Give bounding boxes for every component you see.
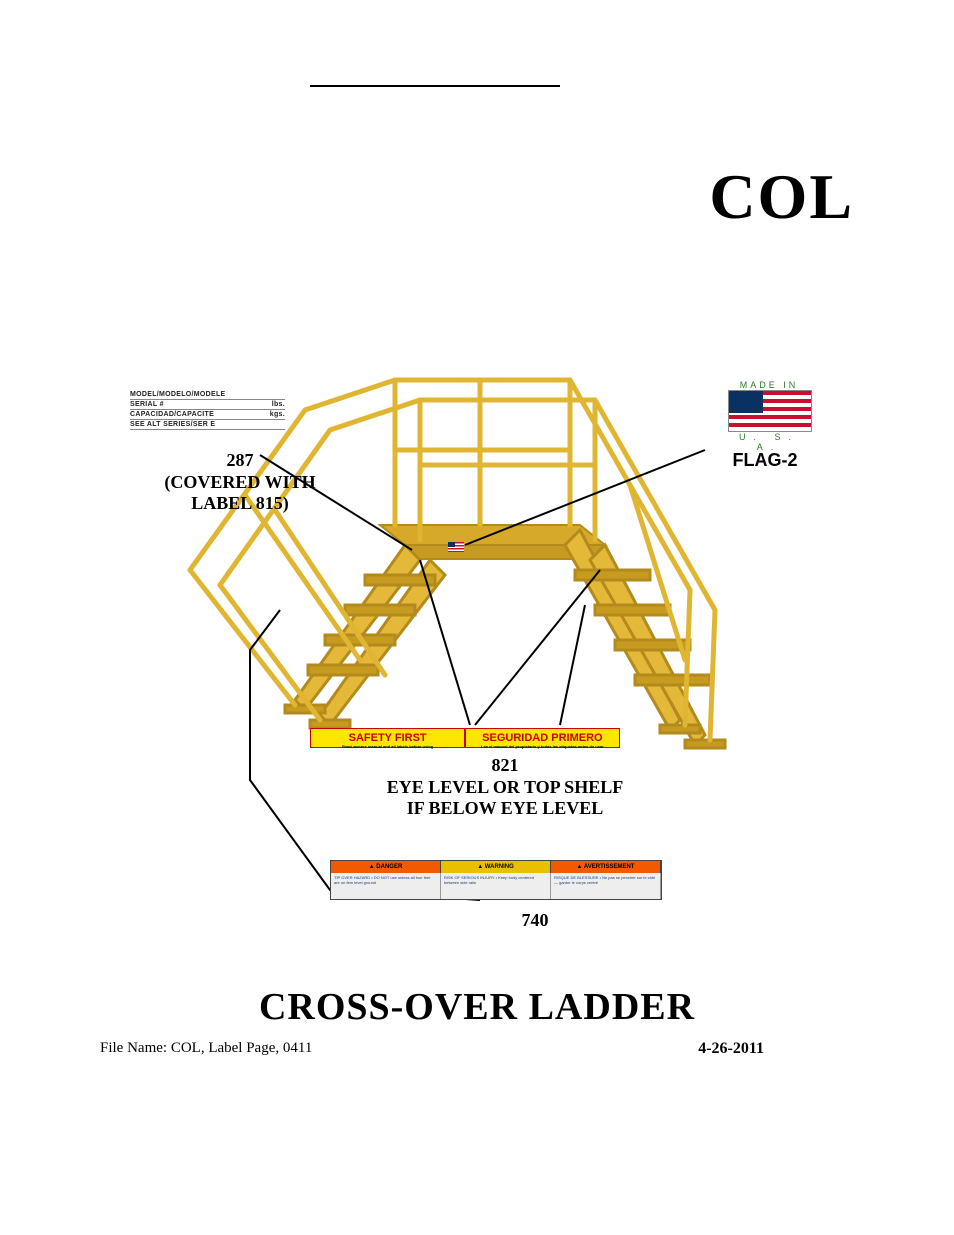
us-flag-icon: [728, 390, 812, 432]
heading-col: COL: [709, 160, 854, 234]
callout-821-num: 821: [380, 755, 630, 777]
ladder-diagram: [130, 360, 820, 940]
callout-287-num: 287: [160, 450, 320, 472]
page: COL: [0, 0, 954, 1235]
callout-287-line2: LABEL 815): [191, 493, 289, 513]
warn-h1: ▲ DANGER: [331, 861, 441, 873]
figure: MODEL/MODELO/MODELE SERIAL # lbs. CAPACID…: [130, 360, 820, 940]
model-row2b: lbs.: [272, 401, 285, 408]
callout-740: 740: [490, 910, 580, 932]
callout-287: 287 (COVERED WITH LABEL 815): [160, 450, 320, 515]
warn-b2: RISK OF SERIOUS INJURY • Keep body cente…: [441, 873, 551, 899]
bottom-title: CROSS-OVER LADDER: [0, 985, 954, 1029]
safety-right: SEGURIDAD PRIMERO: [482, 732, 602, 744]
warn-b1: TIP OVER HAZARD • DO NOT use unless all …: [331, 873, 441, 899]
file-name: File Name: COL, Label Page, 0411: [100, 1040, 312, 1057]
usa-text: U. S. A.: [728, 432, 810, 452]
model-label-box: MODEL/MODELO/MODELE SERIAL # lbs. CAPACID…: [130, 390, 285, 430]
callout-flag2: FLAG-2: [710, 450, 820, 472]
made-in-text: MADE IN: [728, 380, 810, 390]
tiny-flag-icon: [448, 542, 464, 552]
safety-right-sub: Lea el manual del propietario y todas la…: [466, 745, 619, 749]
safety-first-label: SAFETY FIRST Read owners manual and all …: [310, 728, 620, 748]
warn-h3: ▲ AVERTISSEMENT: [551, 861, 661, 873]
warn-b3: RISQUE DE BLESSURE • Ne pas se pencher s…: [551, 873, 661, 899]
made-in-usa-badge: MADE IN U. S. A.: [728, 380, 810, 452]
warn-h2: ▲ WARNING: [441, 861, 551, 873]
model-row4a: SEE ALT SERIES/SER E: [130, 421, 215, 428]
callout-821-line1: EYE LEVEL OR TOP SHELF: [387, 777, 623, 797]
callout-287-line1: (COVERED WITH: [164, 472, 315, 492]
date: 4-26-2011: [698, 1040, 764, 1058]
callout-821: 821 EYE LEVEL OR TOP SHELF IF BELOW EYE …: [380, 755, 630, 820]
model-row3a: CAPACIDAD/CAPACITE: [130, 411, 214, 418]
warning-label: ▲ DANGER ▲ WARNING ▲ AVERTISSEMENT TIP O…: [330, 860, 662, 900]
model-row1: MODEL/MODELO/MODELE: [130, 391, 226, 398]
callout-821-line2: IF BELOW EYE LEVEL: [407, 798, 604, 818]
safety-left-sub: Read owners manual and all labels before…: [311, 745, 464, 749]
safety-left: SAFETY FIRST: [349, 732, 427, 744]
top-rule: [310, 85, 560, 87]
model-row3b: kgs.: [270, 411, 285, 418]
model-row2a: SERIAL #: [130, 401, 164, 408]
